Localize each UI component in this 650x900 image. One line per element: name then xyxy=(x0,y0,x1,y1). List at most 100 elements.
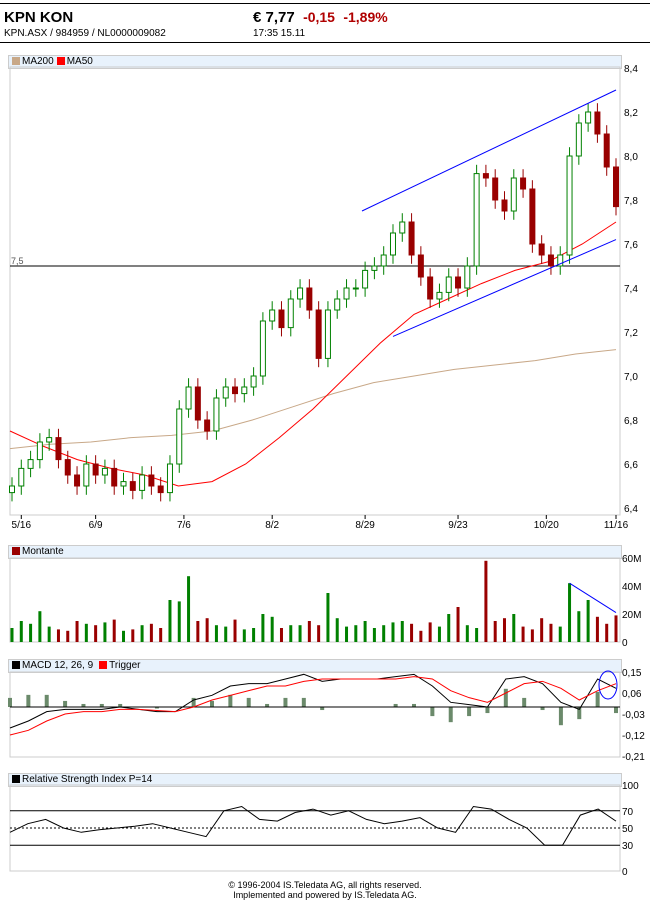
trigger-label: Trigger xyxy=(109,660,141,671)
candle-body xyxy=(148,474,155,487)
rsi-swatch xyxy=(12,775,20,783)
candle-body xyxy=(55,437,62,461)
candle-body xyxy=(371,265,378,271)
candle-body xyxy=(417,254,424,278)
volume-bar xyxy=(177,601,181,642)
date-tick-label: 8/29 xyxy=(355,520,375,531)
rsi-tick-label: 30 xyxy=(622,841,634,852)
candle-body xyxy=(278,309,285,329)
volume-bar xyxy=(29,623,33,642)
volume-bar xyxy=(428,622,432,642)
macd-histogram-bar xyxy=(577,707,582,720)
candle-body xyxy=(27,459,34,469)
price-tick-label: 7,0 xyxy=(624,372,638,383)
macd-panel-frame xyxy=(9,671,621,758)
macd-histogram-bar xyxy=(210,700,214,707)
macd-histogram-bar xyxy=(8,697,12,707)
volume-tick-label: 20M xyxy=(622,610,641,621)
volume-trendline xyxy=(569,582,617,614)
price-tick-label: 6,8 xyxy=(624,416,638,427)
reference-line-label: 7,5 xyxy=(11,256,24,266)
price-legend: MA200 MA50 xyxy=(8,55,622,69)
candle-body xyxy=(334,298,341,311)
volume-bar xyxy=(270,616,274,642)
price-panel-frame xyxy=(9,66,621,516)
price-tick-label: 7,8 xyxy=(624,196,638,207)
volume-bar xyxy=(224,626,228,642)
macd-histogram-bar xyxy=(228,694,233,707)
volume-bar xyxy=(233,619,237,642)
candle-body xyxy=(455,276,462,289)
volume-bar xyxy=(131,629,135,642)
stock-name: KPN KON xyxy=(4,9,74,26)
volume-bar xyxy=(84,623,88,642)
candle-body xyxy=(232,386,239,395)
candle-body xyxy=(120,481,127,487)
macd-tick-label: -0,12 xyxy=(622,731,645,742)
candle-body xyxy=(18,467,25,487)
candle-body xyxy=(482,173,489,179)
volume-bar xyxy=(391,622,395,642)
volume-bar xyxy=(242,629,246,642)
candle-body xyxy=(157,485,164,494)
candle-body xyxy=(380,254,387,267)
price-tick-label: 6,4 xyxy=(624,504,638,515)
candle-body xyxy=(241,386,248,395)
candle-body xyxy=(566,155,573,256)
volume-bar xyxy=(205,618,209,642)
macd-histogram-bar xyxy=(595,691,600,707)
volume-bar xyxy=(252,628,256,642)
volume-swatch xyxy=(12,547,20,555)
volume-bar xyxy=(558,626,562,642)
date-tick-label: 8/2 xyxy=(265,520,279,531)
candle-body xyxy=(436,291,443,300)
quote-time: 17:35 15.11 xyxy=(253,28,306,39)
macd-histogram-bar xyxy=(430,707,435,717)
candle-body xyxy=(259,320,266,377)
macd-histogram-bar xyxy=(558,707,563,726)
rsi-line xyxy=(9,805,617,846)
macd-histogram-bar xyxy=(99,703,104,707)
macd-histogram-bar xyxy=(81,703,86,707)
ma50-line xyxy=(9,221,617,487)
candle-body xyxy=(427,276,434,300)
macd-histogram-bar xyxy=(467,707,472,717)
macd-histogram-bar xyxy=(44,694,49,707)
rsi-tick-label: 100 xyxy=(622,781,639,792)
candle-body xyxy=(297,287,304,300)
candle-body xyxy=(389,232,396,256)
candle-body xyxy=(501,199,508,212)
rsi-tick-label: 70 xyxy=(622,807,634,818)
candle-body xyxy=(529,188,536,245)
price-tick-label: 8,4 xyxy=(624,64,638,75)
price-change-pct: -1,89% xyxy=(343,9,388,25)
candle-body xyxy=(585,111,592,124)
volume-bar xyxy=(103,622,107,642)
macd-tick-label: 0,15 xyxy=(622,668,642,679)
price-tick-label: 7,6 xyxy=(624,240,638,251)
candle-body xyxy=(315,309,322,359)
candle-body xyxy=(92,463,99,476)
volume-bar xyxy=(298,625,302,642)
trigger-swatch xyxy=(99,661,108,669)
candle-body xyxy=(166,463,173,494)
volume-bar xyxy=(447,614,451,642)
volume-label: Montante xyxy=(22,546,64,557)
candle-body xyxy=(36,441,43,461)
volume-bar xyxy=(475,628,479,642)
volume-bar xyxy=(484,560,488,642)
candle-body xyxy=(176,408,183,465)
volume-bar xyxy=(317,625,321,642)
volume-bar xyxy=(196,621,200,642)
macd-histogram-bar xyxy=(393,703,398,707)
volume-bar xyxy=(279,628,283,642)
volume-panel-frame xyxy=(9,557,621,643)
rsi-legend: Relative Strength Index P=14 xyxy=(8,773,622,787)
volume-bar xyxy=(149,623,153,642)
date-tick-label: 10/20 xyxy=(534,520,559,531)
macd-histogram-bar xyxy=(265,703,270,707)
candle-body xyxy=(603,133,610,168)
powered-by: Implemented and powered by IS.Teledata A… xyxy=(233,890,417,900)
quote-price: € 7,77 -0,15 -1,89% xyxy=(253,9,388,26)
volume-bar xyxy=(419,630,423,642)
